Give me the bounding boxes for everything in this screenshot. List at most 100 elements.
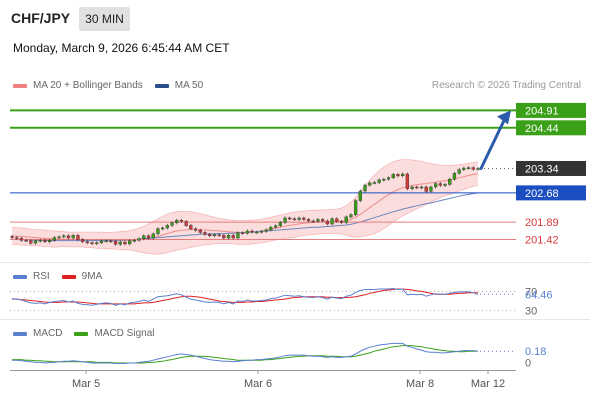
ma50-swatch <box>154 83 169 88</box>
rsi-last-value: 64.46 <box>525 289 553 301</box>
bull-candle <box>160 227 165 230</box>
bear-candle <box>222 235 226 239</box>
pair-title: CHF/JPY <box>11 10 71 26</box>
bull-candle <box>170 222 174 226</box>
bear-candle <box>396 174 400 177</box>
bull-candle <box>349 214 353 218</box>
bear-candle <box>76 235 80 240</box>
bear-candle <box>189 225 193 229</box>
bear-candle <box>321 219 325 222</box>
bull-candle <box>419 186 424 189</box>
legend-rsi-ma-label: 9MA <box>81 271 103 282</box>
rsi-line <box>11 287 479 306</box>
bear-candle <box>339 221 344 223</box>
bear-candle <box>311 220 315 223</box>
bull-candle <box>278 222 282 226</box>
time-tick-label: Mar 8 <box>406 378 434 390</box>
bull-candle <box>330 218 334 225</box>
level-label-202.68: 202.68 <box>525 188 559 200</box>
bull-candle <box>236 232 240 239</box>
bear-candle <box>424 186 428 192</box>
bear-candle <box>405 173 409 190</box>
bear-candle <box>240 232 245 235</box>
bull-candle <box>156 228 160 235</box>
bear-candle <box>325 220 329 225</box>
legend-macd-label: MACD <box>33 328 63 339</box>
macd-zero-label: 0 <box>525 357 531 369</box>
rsi-ma-line <box>12 288 478 305</box>
bull-candle <box>462 167 466 170</box>
bull-candle <box>283 217 287 223</box>
level-tag-203.34 <box>516 160 586 176</box>
bear-candle <box>19 238 24 241</box>
bull-candle <box>118 241 122 245</box>
bull-candle <box>33 240 38 244</box>
bull-candle <box>354 200 358 215</box>
bull-candle <box>466 167 471 169</box>
bull-candle <box>48 239 52 242</box>
bull-candle <box>95 242 99 245</box>
bull-candle <box>259 231 264 233</box>
bull-candle <box>344 216 348 223</box>
bull-candle <box>151 233 155 239</box>
bull-candle <box>368 182 372 186</box>
timeframe-badge[interactable]: 30 MIN <box>79 7 130 31</box>
rsi-legend: RSI 9MA <box>13 271 102 282</box>
bull-candle <box>99 240 104 243</box>
legend-rsi-label: RSI <box>33 271 50 282</box>
level-label-203.34: 203.34 <box>525 163 559 175</box>
bull-candle <box>52 237 57 241</box>
bull-candle <box>316 219 320 222</box>
bull-candle <box>226 235 231 239</box>
macd-swatch <box>13 331 27 336</box>
bear-candle <box>10 236 14 238</box>
bull-candle <box>175 219 179 223</box>
bear-candle <box>123 241 127 245</box>
bb-upper-line <box>11 159 479 233</box>
bull-candle <box>372 182 377 184</box>
bear-candle <box>15 237 19 239</box>
bear-candle <box>109 240 113 243</box>
bull-candle <box>452 173 457 180</box>
macd-legend: MACD MACD Signal <box>13 328 154 339</box>
bull-candle <box>391 174 395 178</box>
bear-candle <box>146 235 151 239</box>
legend-macd-signal-label: MACD Signal <box>94 328 155 339</box>
bear-candle <box>198 229 202 233</box>
macd-signal-swatch <box>74 331 89 336</box>
bull-candle <box>434 183 438 188</box>
level-tag-204.91 <box>516 102 586 118</box>
bear-candle <box>24 239 28 242</box>
bull-candle <box>457 169 461 174</box>
bull-candle <box>137 238 141 241</box>
bull-candle <box>358 190 362 201</box>
level-tag-204.44 <box>516 120 586 136</box>
rsi-level-label-70: 70 <box>525 286 537 298</box>
bear-candle <box>43 239 47 242</box>
macd-last-value: 0.18 <box>525 346 546 358</box>
bull-candle <box>57 236 61 239</box>
bear-candle <box>217 234 221 236</box>
bull-candle <box>443 184 447 186</box>
level-label-201.42: 201.42 <box>525 234 559 246</box>
bull-candle <box>245 230 249 234</box>
time-tick-label: Mar 12 <box>471 378 505 390</box>
bull-candle <box>71 235 75 239</box>
level-label-204.91: 204.91 <box>525 105 559 117</box>
level-label-204.44: 204.44 <box>525 123 559 135</box>
bull-candle <box>264 229 268 232</box>
projection-arrow-shaft <box>479 116 507 170</box>
bull-candle <box>297 217 301 220</box>
main-legend: MA 20 + Bollinger Bands MA 50 <box>13 80 203 91</box>
bull-candle <box>142 235 146 240</box>
bull-candle <box>212 234 217 236</box>
bear-candle <box>80 239 85 242</box>
bull-candle <box>255 231 259 234</box>
bear-candle <box>415 186 419 189</box>
bull-candle <box>104 240 108 243</box>
bear-candle <box>113 241 118 245</box>
bear-candle <box>184 221 188 226</box>
ma50-line <box>12 192 479 242</box>
bear-candle <box>208 234 212 237</box>
